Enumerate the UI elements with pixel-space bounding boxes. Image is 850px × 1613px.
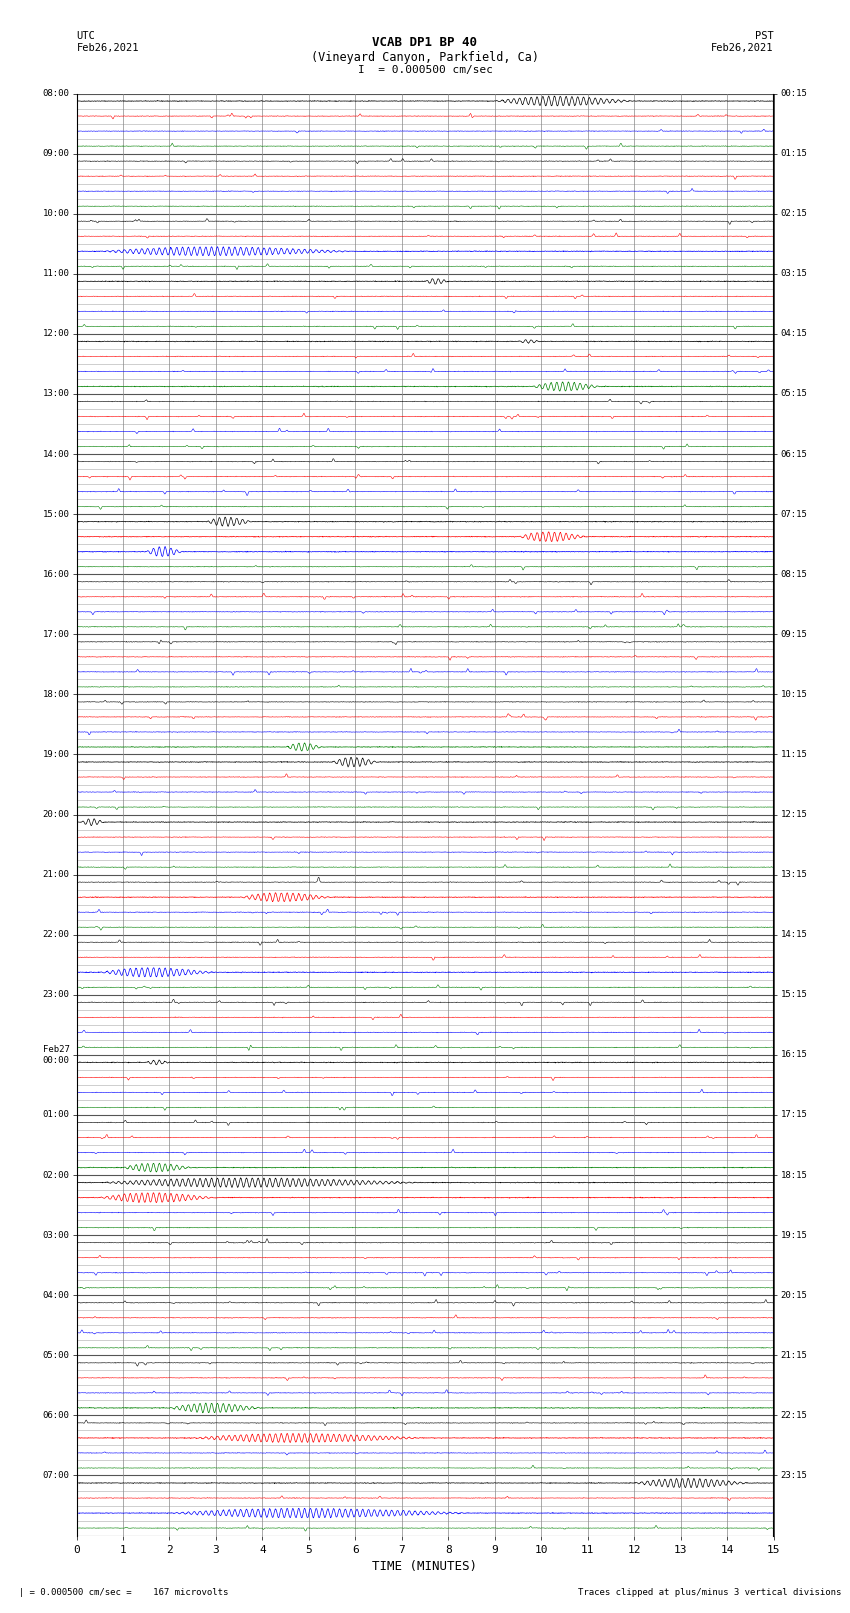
Text: Traces clipped at plus/minus 3 vertical divisions: Traces clipped at plus/minus 3 vertical … [578,1587,842,1597]
Text: UTC: UTC [76,31,95,40]
Text: I  = 0.000500 cm/sec: I = 0.000500 cm/sec [358,65,492,74]
Text: Feb26,2021: Feb26,2021 [711,44,774,53]
Text: VCAB DP1 BP 40: VCAB DP1 BP 40 [372,37,478,50]
Text: Feb26,2021: Feb26,2021 [76,44,139,53]
Text: | = 0.000500 cm/sec =    167 microvolts: | = 0.000500 cm/sec = 167 microvolts [8,1587,229,1597]
Text: (Vineyard Canyon, Parkfield, Ca): (Vineyard Canyon, Parkfield, Ca) [311,50,539,65]
X-axis label: TIME (MINUTES): TIME (MINUTES) [372,1560,478,1573]
Text: PST: PST [755,31,774,40]
